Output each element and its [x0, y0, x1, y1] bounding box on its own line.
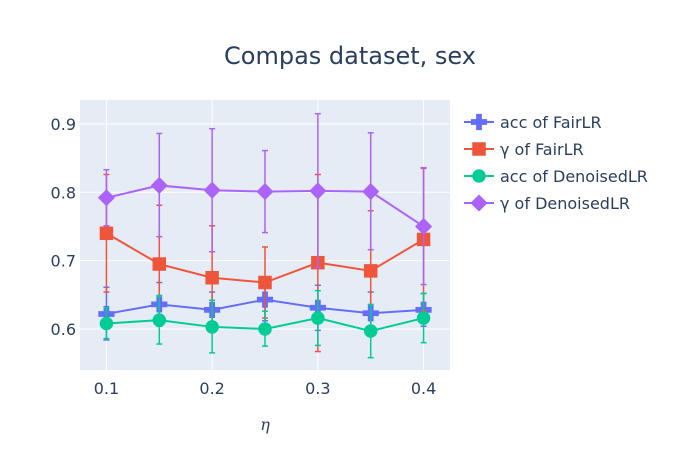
data-point: [203, 181, 221, 199]
data-point: [99, 316, 114, 331]
data-point: [416, 311, 431, 325]
x-axis-label: η: [260, 415, 270, 434]
data-point: [415, 217, 433, 236]
legend-label: acc of FairLR: [500, 113, 602, 132]
data-point: [205, 270, 219, 285]
data-point: [152, 257, 167, 271]
legend-marker: [472, 169, 486, 183]
data-point: [311, 311, 325, 325]
data-point: [363, 324, 378, 338]
y-tick-label: 0.9: [51, 115, 76, 134]
legend-item[interactable]: γ of FairLR: [464, 140, 584, 159]
series-2: [99, 289, 431, 359]
x-tick-label: 0.2: [199, 379, 224, 398]
legend-marker: [472, 142, 486, 156]
data-point: [152, 313, 167, 327]
data-point: [205, 320, 219, 334]
series-3: [97, 112, 433, 286]
data-point: [150, 176, 168, 194]
y-tick-label: 0.7: [51, 252, 76, 271]
y-axis-ticks: 0.6 0.7 0.8 0.9: [51, 115, 76, 339]
data-point: [256, 183, 274, 201]
data-point: [309, 182, 327, 200]
data-point: [97, 189, 115, 207]
legend-item[interactable]: acc of FairLR: [464, 113, 602, 132]
legend-marker: [470, 194, 488, 212]
legend-item[interactable]: γ of DenoisedLR: [464, 194, 630, 213]
y-tick-label: 0.8: [51, 183, 76, 202]
y-tick-label: 0.6: [51, 320, 76, 339]
data-point: [362, 183, 380, 201]
legend-label: γ of FairLR: [500, 140, 584, 159]
data-point: [258, 275, 272, 290]
legend-marker: [470, 113, 488, 131]
series-layer: [97, 112, 433, 359]
x-tick-label: 0.3: [305, 379, 330, 398]
legend-item[interactable]: acc of DenoisedLR: [464, 167, 648, 186]
legend-label: acc of DenoisedLR: [500, 167, 648, 186]
data-point: [363, 264, 378, 278]
x-axis-ticks: 0.1 0.2 0.3 0.4: [94, 379, 437, 398]
data-point: [99, 226, 114, 241]
legend[interactable]: acc of FairLR γ of FairLR acc of DenoisedL…: [464, 113, 648, 213]
chart-title: Compas dataset, sex: [224, 42, 476, 70]
x-tick-label: 0.1: [94, 379, 119, 398]
x-tick-label: 0.4: [411, 379, 436, 398]
data-point: [258, 322, 272, 336]
legend-label: γ of DenoisedLR: [500, 194, 630, 213]
